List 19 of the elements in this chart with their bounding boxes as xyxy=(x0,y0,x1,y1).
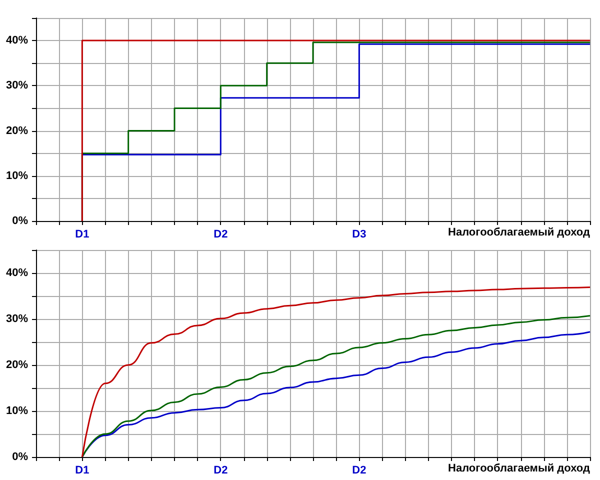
x-axis-title: Налогооблагаемый доход xyxy=(448,462,590,474)
y-tick-label: 20% xyxy=(6,124,28,137)
line-series xyxy=(81,286,591,458)
y-tick-label: 0% xyxy=(12,451,28,463)
x-tick-label: D2 xyxy=(352,464,366,476)
x-tick-label: D2 xyxy=(214,464,228,476)
y-tick-label: 0% xyxy=(12,215,28,227)
x-axis-title: Налогооблагаемый доход xyxy=(448,226,590,238)
y-tick-label: 10% xyxy=(6,170,28,182)
y-tick-label: 40% xyxy=(6,267,28,279)
x-tick-label: D1 xyxy=(75,228,90,240)
y-tick-label: 30% xyxy=(6,80,28,92)
x-tick-label: D2 xyxy=(214,228,228,240)
y-tick-label: 30% xyxy=(6,313,28,325)
y-tick-label: 10% xyxy=(6,405,28,417)
x-tick-label: D1 xyxy=(75,464,90,476)
x-tick-label: D3 xyxy=(352,228,366,240)
y-tick-label: 20% xyxy=(6,359,28,371)
y-tick-label: 40% xyxy=(6,34,28,47)
